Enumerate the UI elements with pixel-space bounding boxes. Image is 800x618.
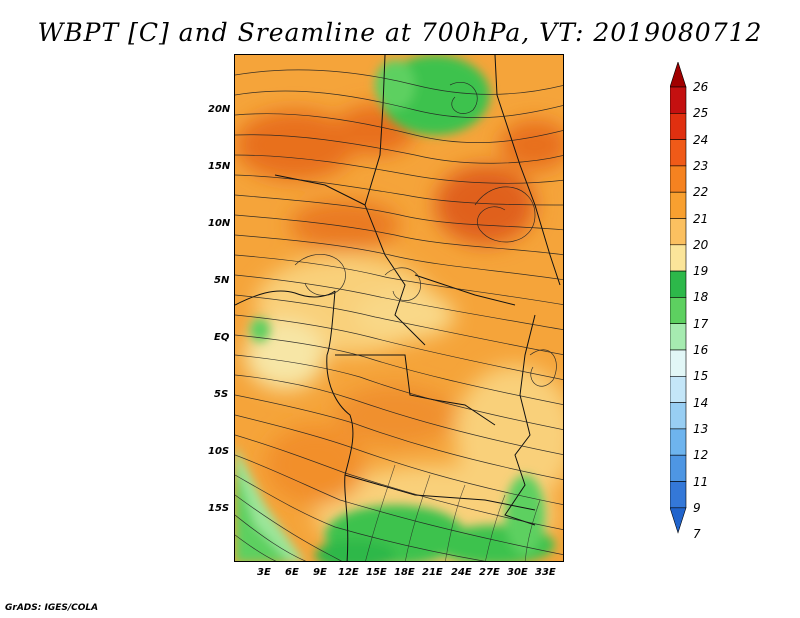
colorbar-label: 9 [693, 500, 701, 515]
colorbar-label: 26 [693, 80, 709, 94]
colorbar-label: 19 [693, 264, 709, 279]
x-tick-9e: 9E [313, 567, 327, 578]
colorbar-label: 20 [693, 237, 709, 252]
colorbar-cell [670, 244, 687, 272]
footer-credit: GrADS: IGES/COLA [5, 603, 99, 613]
colorbar-cell [670, 112, 687, 140]
x-tick-27e: 27E [479, 567, 500, 578]
x-tick-12e: 12E [338, 567, 359, 578]
x-tick-15e: 15E [366, 567, 387, 578]
colorbar-label: 25 [693, 106, 709, 121]
colorbar-label: 7 [693, 527, 701, 542]
colorbar-label: 16 [693, 343, 709, 357]
colorbar-cell [670, 297, 687, 324]
colorbar-label: 12 [693, 448, 709, 463]
colorbar-label: 13 [693, 421, 709, 436]
colorbar-label: 14 [693, 395, 709, 410]
map-panel [234, 54, 564, 562]
x-tick-6e: 6E [285, 567, 299, 578]
y-tick-15s: 15S [208, 503, 230, 514]
colorbar-cell [670, 454, 687, 482]
wbpt-field [235, 55, 563, 561]
colorbar-cell [670, 218, 687, 246]
y-tick-15n: 15N [208, 161, 231, 172]
colorbar-cell [670, 402, 687, 430]
colorbar-cell [670, 375, 687, 403]
colorbar-cell [670, 428, 687, 456]
x-tick-24e: 24E [451, 567, 472, 578]
colorbar-cell [670, 323, 687, 351]
x-tick-18e: 18E [394, 567, 415, 578]
y-tick-10n: 10N [208, 218, 231, 229]
map-title: WBPT [C] and Sreamline at 700hPa, VT: 20… [37, 18, 763, 47]
colorbar-cell [670, 349, 687, 377]
colorbar-label: 18 [693, 290, 709, 305]
y-tick-5n: 5N [214, 275, 230, 286]
colorbar-bottom-triangle [670, 507, 687, 534]
colorbar-label: 24 [693, 132, 709, 147]
y-tick-20n: 20N [208, 104, 231, 115]
x-tick-33e: 33E [535, 567, 556, 578]
colorbar [670, 62, 687, 534]
y-tick-eq: EQ [214, 332, 230, 343]
x-tick-21e: 21E [422, 567, 443, 578]
x-tick-30e: 30E [507, 567, 528, 578]
colorbar-cell [670, 165, 687, 193]
colorbar-cell [670, 86, 687, 114]
y-tick-10s: 10S [208, 446, 230, 457]
colorbar-label: 11 [693, 474, 709, 489]
x-tick-3e: 3E [257, 567, 271, 578]
colorbar-cell [670, 139, 687, 167]
colorbar-top-triangle [670, 62, 687, 88]
colorbar-label: 21 [693, 211, 709, 226]
colorbar-cell [670, 481, 687, 509]
colorbar-cell [670, 270, 687, 298]
y-tick-5s: 5S [214, 389, 229, 400]
colorbar-label: 22 [693, 185, 709, 200]
colorbar-cell [670, 191, 687, 219]
colorbar-label: 17 [693, 316, 709, 331]
colorbar-label: 15 [693, 369, 709, 384]
colorbar-label: 23 [693, 158, 709, 173]
